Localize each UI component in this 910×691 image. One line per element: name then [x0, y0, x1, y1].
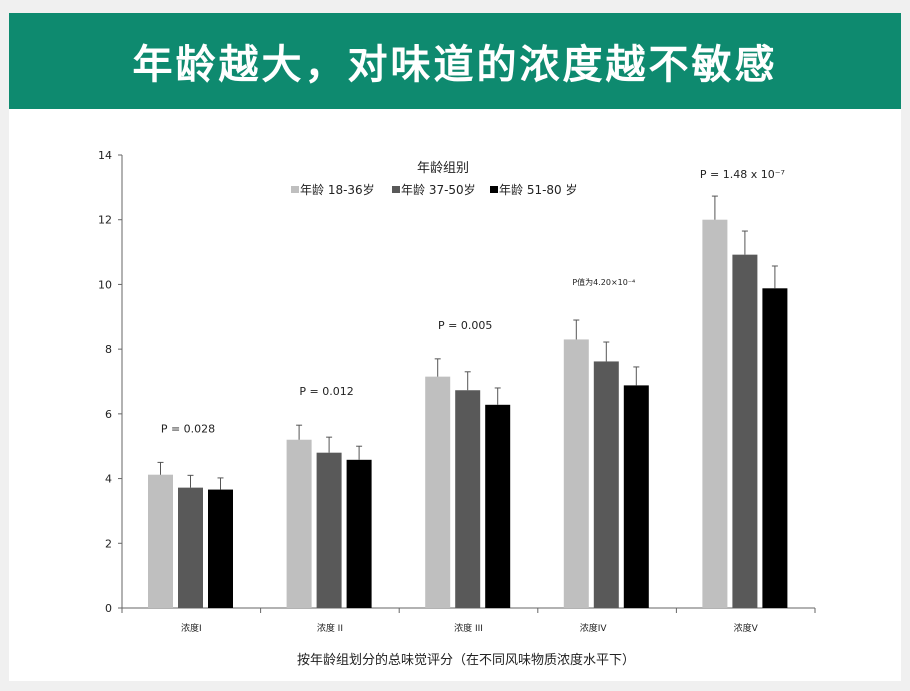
- page-title: 年龄越大，对味道的浓度越不敏感: [9, 13, 901, 109]
- p-value-annotation: P = 0.005: [438, 319, 492, 332]
- legend-title: 年龄组别: [417, 161, 469, 176]
- bar: [563, 339, 589, 608]
- legend-label: 年龄 51-80 岁: [499, 182, 578, 197]
- p-value-annotation: P = 1.48 x 10⁻⁷: [700, 168, 785, 181]
- x-axis-label: 按年龄组划分的总味觉评分（在不同风味物质浓度水平下）: [297, 652, 635, 668]
- legend-swatch: [291, 186, 299, 193]
- y-tick-label: 8: [105, 343, 112, 356]
- bar: [346, 459, 372, 608]
- x-tick-label: 浓度 II: [317, 622, 343, 634]
- legend-swatch: [490, 186, 498, 193]
- bar: [286, 439, 312, 608]
- bar: [702, 219, 728, 608]
- p-value-annotation: P值为4.20×10⁻⁴: [572, 277, 635, 287]
- legend-label: 年龄 37-50岁: [401, 182, 476, 197]
- bar: [455, 390, 481, 608]
- p-value-annotation: P = 0.012: [299, 385, 353, 398]
- p-value-annotation: P = 0.028: [161, 422, 215, 435]
- y-tick-label: 0: [105, 602, 112, 615]
- x-tick-label: 浓度 III: [454, 622, 483, 634]
- bar: [732, 254, 758, 608]
- legend-label: 年龄 18-36岁: [300, 182, 375, 197]
- y-tick-label: 2: [105, 537, 112, 550]
- y-tick-label: 6: [105, 408, 112, 421]
- bar: [178, 487, 203, 608]
- y-tick-label: 10: [98, 278, 112, 291]
- bar: [623, 385, 649, 608]
- bar: [485, 404, 511, 608]
- x-tick-label: 浓度V: [734, 622, 759, 634]
- bar: [208, 489, 233, 608]
- bar: [148, 474, 173, 608]
- x-tick-label: 浓度I: [181, 622, 202, 634]
- bar: [316, 452, 342, 608]
- y-tick-label: 14: [98, 149, 112, 162]
- y-tick-label: 12: [98, 214, 112, 227]
- legend-swatch: [392, 186, 400, 193]
- bar: [425, 376, 451, 608]
- bar: [762, 288, 788, 608]
- x-tick-label: 浓度IV: [580, 622, 608, 634]
- bar: [593, 361, 619, 608]
- y-tick-label: 4: [105, 473, 112, 486]
